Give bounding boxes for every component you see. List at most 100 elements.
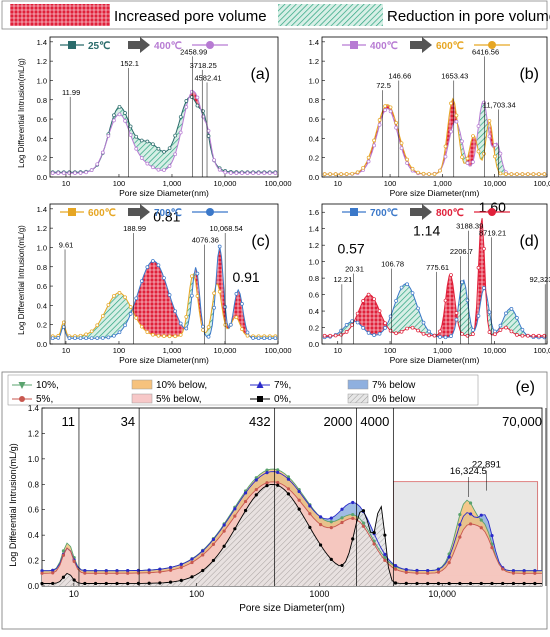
data-point — [145, 161, 150, 166]
data-point — [84, 336, 88, 341]
data-point — [482, 151, 486, 156]
series-7-point — [415, 568, 419, 573]
data-point — [178, 333, 183, 337]
data-point — [377, 331, 382, 336]
series-7-point — [447, 555, 451, 559]
y-tick-label: 0.6 — [309, 115, 319, 124]
increase-fill — [132, 246, 252, 338]
data-point — [234, 292, 239, 296]
series-5-point — [361, 524, 366, 528]
data-point — [262, 336, 267, 341]
y-tick-label: 0.6 — [37, 282, 47, 291]
data-point — [217, 289, 222, 294]
y-tick-label: 0.0 — [309, 173, 319, 182]
data-point — [383, 321, 387, 326]
data-point — [328, 333, 333, 338]
y-tick-label: 0.6 — [309, 291, 319, 300]
series-0-point — [211, 558, 216, 563]
callout-label: 0.91 — [232, 269, 259, 285]
annotation-label: 188.99 — [123, 224, 146, 233]
data-point — [134, 296, 139, 301]
series-0-point — [254, 493, 258, 497]
data-point — [405, 282, 409, 287]
legend-label: 0% below — [372, 394, 416, 405]
data-point — [95, 162, 100, 167]
data-point — [322, 172, 327, 176]
data-point — [388, 109, 393, 114]
series-7-point — [340, 507, 344, 511]
data-point — [167, 146, 172, 151]
x-tick-label: 100 — [189, 589, 204, 599]
data-point — [151, 259, 155, 263]
data-point — [366, 159, 371, 164]
x-axis-label: Pore size Diameter(nm) — [239, 603, 345, 614]
y-tick-label: 0.8 — [37, 263, 47, 272]
data-point — [173, 152, 178, 157]
data-point — [262, 171, 267, 175]
series-5-point — [501, 567, 505, 571]
data-point — [84, 170, 88, 175]
series-7-point — [426, 569, 430, 573]
series-5-point — [254, 487, 258, 492]
data-point — [201, 328, 205, 332]
y-tick-label: 1.2 — [37, 57, 47, 66]
series-0-point — [447, 581, 451, 586]
data-point — [195, 103, 200, 108]
data-point — [151, 332, 155, 337]
data-point — [273, 171, 278, 175]
data-point — [339, 172, 343, 176]
series-7-point — [93, 569, 98, 573]
data-point — [245, 171, 250, 175]
x-tick-label: 100,000 — [264, 346, 291, 355]
data-point — [416, 306, 420, 311]
header-from-temp: 400℃ — [370, 41, 398, 52]
peak-label: 16,324.5 — [450, 466, 487, 477]
data-point — [377, 118, 382, 122]
series-0-point — [351, 537, 355, 541]
y-tick-label: 1.2 — [37, 224, 47, 233]
data-point — [56, 336, 61, 340]
panel-frame — [49, 36, 279, 178]
data-point — [416, 170, 420, 175]
data-point — [454, 317, 459, 322]
panel-e-legend: 10%, 10% below, 7%, 7% below 5%, 5% below, 0%,… — [7, 374, 479, 406]
series-5-point — [436, 570, 441, 574]
series-7-point — [276, 470, 280, 474]
data-point — [322, 333, 327, 338]
data-point — [350, 171, 354, 176]
data-point — [394, 298, 398, 303]
data-point — [526, 333, 530, 338]
data-point — [361, 299, 365, 303]
data-point — [504, 325, 508, 330]
series-0-point — [147, 581, 151, 585]
series-0-point — [436, 581, 441, 586]
callout-label: 0.81 — [153, 208, 180, 224]
series-5-point — [40, 571, 44, 575]
annotation-label: 2206.7 — [450, 247, 473, 256]
series-7-point — [318, 515, 323, 519]
data-point — [383, 104, 387, 108]
data-point — [531, 172, 536, 176]
data-point — [112, 333, 116, 338]
panel-label: (d) — [519, 233, 539, 250]
data-point — [482, 246, 486, 251]
annotation-label: 11.99 — [62, 88, 80, 97]
data-point — [156, 167, 161, 172]
data-point — [206, 325, 211, 329]
series-10-point — [286, 475, 291, 479]
data-point — [61, 320, 66, 325]
legend-swatch — [347, 393, 369, 404]
data-point — [195, 271, 200, 276]
data-point — [240, 302, 244, 306]
data-point — [443, 144, 448, 149]
data-point — [117, 291, 122, 295]
y-tick-label: 1.2 — [28, 429, 40, 438]
series-5-point — [201, 553, 205, 557]
top-legend: Increased pore volume Reduction in pore … — [1, 0, 550, 30]
series-5-point — [104, 571, 108, 575]
data-point — [410, 291, 415, 295]
data-point — [449, 129, 453, 134]
y-tick-label: 0.2 — [37, 321, 47, 330]
increase-fill — [324, 98, 495, 175]
series-7-point — [201, 549, 205, 553]
